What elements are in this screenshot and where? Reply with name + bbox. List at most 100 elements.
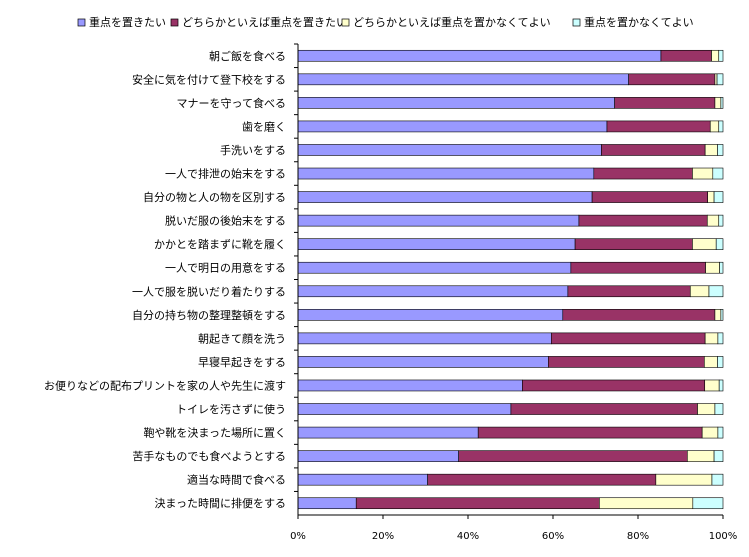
category-labels: 朝ご飯を食べる安全に気を付けて登下校をするマナーを守って食べる歯を磨く手洗いをす…	[44, 49, 286, 510]
bar-15-series-3	[714, 403, 724, 415]
bar-9-series-3	[719, 261, 724, 274]
bar-14-series-1	[522, 379, 706, 392]
bar-2-series-1	[614, 97, 716, 109]
bar-3-series-1	[606, 120, 711, 133]
bar-17-series-3	[713, 450, 724, 462]
legend-label-0: 重点を置きたい	[89, 15, 166, 29]
x-tick-label-3: 60%	[542, 531, 564, 542]
bar-11-series-3	[720, 309, 724, 321]
legend: 重点を置きたい どちらかといえば重点を置きたい どちらかといえば重点を置かなくてよい…	[77, 15, 694, 29]
bar-6-series-0	[297, 191, 593, 203]
bar-7-series-2	[706, 214, 720, 227]
bar-13-series-0	[297, 356, 549, 368]
bar-19-series-1	[355, 497, 600, 510]
bar-15-series-0	[297, 403, 512, 415]
bar-12-series-2	[704, 332, 719, 345]
bar-11-series-0	[297, 309, 564, 321]
bar-5-series-3	[712, 167, 724, 180]
category-label-15: トイレを汚さずに使う	[176, 403, 286, 416]
bar-16-series-1	[477, 426, 703, 439]
category-label-16: 鞄や靴を決まった場所に置く	[143, 426, 286, 440]
legend-item-3: 重点を置かなくてよい	[572, 15, 694, 29]
bar-7-series-3	[718, 214, 724, 227]
category-label-12: 朝起きて顔を洗う	[198, 331, 286, 345]
category-label-5: 一人で排泄の始末をする	[165, 167, 286, 181]
bar-3-series-3	[718, 120, 724, 133]
bar-12-series-3	[717, 332, 724, 345]
bar-7-series-1	[578, 214, 708, 227]
bar-9-series-2	[705, 261, 720, 274]
bar-10-series-0	[297, 285, 569, 298]
legend-item-0: 重点を置きたい	[77, 15, 166, 29]
bar-17-series-2	[686, 450, 715, 462]
bar-5-series-1	[593, 167, 693, 180]
bar-12-series-0	[297, 332, 552, 345]
bar-19-series-0	[297, 497, 357, 510]
bars	[297, 49, 724, 510]
bar-1-series-2	[714, 73, 718, 86]
bar-3-series-2	[709, 120, 720, 133]
bar-15-series-2	[697, 403, 716, 415]
bar-12-series-1	[550, 332, 706, 345]
bar-16-series-2	[701, 426, 719, 439]
category-label-8: かかとを踏まずに靴を履く	[154, 237, 286, 251]
bar-19-series-2	[599, 497, 694, 510]
category-label-14: お便りなどの配布プリントを家の人や先生に渡す	[44, 378, 286, 392]
bar-10-series-1	[567, 285, 691, 298]
bar-4-series-0	[297, 144, 602, 156]
bar-17-series-0	[297, 450, 459, 462]
bar-14-series-0	[297, 379, 523, 392]
bar-1-series-0	[297, 73, 629, 86]
category-label-4: 手洗いをする	[220, 143, 286, 157]
bar-16-series-3	[717, 426, 724, 439]
category-label-9: 一人で明日の用意をする	[165, 261, 286, 275]
bar-6-series-3	[713, 191, 724, 203]
legend-swatch-2	[341, 18, 350, 27]
bar-1-series-1	[628, 73, 716, 86]
category-label-3: 歯を磨く	[242, 120, 286, 133]
legend-swatch-1	[170, 18, 179, 27]
bar-17-series-1	[458, 450, 688, 462]
x-tick-label-5: 100%	[709, 531, 738, 542]
category-label-2: マナーを守って食べる	[177, 96, 286, 110]
bar-10-series-3	[708, 285, 724, 298]
category-label-13: 早寝早起きをする	[198, 355, 286, 369]
bar-8-series-0	[297, 238, 576, 250]
category-label-11: 自分の持ち物の整理整頓をする	[132, 308, 286, 322]
bar-8-series-3	[715, 238, 724, 250]
bar-5-series-0	[297, 167, 595, 180]
bar-18-series-3	[711, 473, 724, 486]
bar-2-series-3	[720, 97, 724, 109]
x-tick-label-4: 80%	[627, 531, 649, 542]
category-label-1: 安全に気を付けて登下校をする	[132, 72, 286, 86]
bar-5-series-2	[692, 167, 714, 180]
bar-16-series-0	[297, 426, 479, 439]
bar-1-series-3	[716, 73, 724, 86]
legend-swatch-0	[77, 18, 86, 27]
category-label-0: 朝ご飯を食べる	[209, 49, 286, 63]
category-label-19: 決まった時間に排便をする	[154, 496, 286, 510]
bar-6-series-1	[591, 191, 708, 203]
bar-9-series-1	[570, 261, 706, 274]
bar-6-series-2	[707, 191, 715, 203]
bar-19-series-3	[692, 497, 724, 510]
bar-4-series-3	[717, 144, 724, 156]
bar-11-series-1	[562, 309, 716, 321]
category-label-18: 適当な時間で食べる	[187, 473, 286, 487]
bar-0-series-2	[711, 49, 720, 62]
bar-3-series-0	[297, 120, 608, 133]
legend-item-1: どちらかといえば重点を置きたい	[170, 15, 347, 29]
bar-2-series-0	[297, 97, 615, 109]
bar-18-series-2	[655, 473, 713, 486]
category-label-17: 苦手なものでも食べようとする	[132, 449, 286, 463]
x-axis: 0% 20% 40% 60% 80% 100%	[290, 43, 738, 542]
category-label-10: 一人で服を脱いだり着たりする	[132, 284, 286, 298]
bar-7-series-0	[297, 214, 580, 227]
bar-2-series-2	[714, 97, 722, 109]
bar-8-series-2	[692, 238, 717, 250]
bar-13-series-2	[703, 356, 718, 368]
x-tick-label-2: 40%	[457, 531, 479, 542]
legend-swatch-3	[572, 18, 581, 27]
